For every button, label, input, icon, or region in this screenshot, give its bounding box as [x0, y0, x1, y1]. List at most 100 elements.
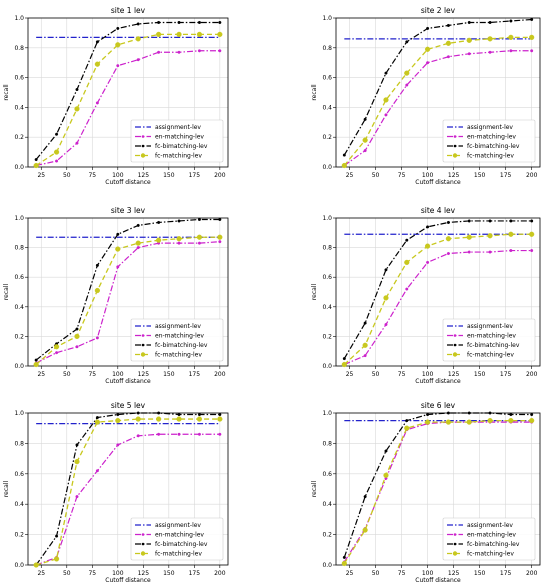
data-point-fc-matching-lev — [94, 61, 100, 67]
chart-panel-1: 25 50 75 100 125 150 175 200 0.0 0.2 0.4 0.6 0.8 1.0 s… — [3, 6, 229, 186]
x-tick-label: 125 — [448, 570, 460, 577]
legend-label: en-matching-lev — [467, 134, 516, 141]
y-tick-label: 0.6 — [14, 75, 24, 82]
x-tick-label: 50 — [372, 172, 380, 179]
series-fc-matching-lev — [33, 416, 223, 568]
data-point-en-matching-lev — [467, 250, 471, 254]
data-point-fc-bimatching-lev — [363, 495, 367, 499]
data-point-fc-matching-lev — [487, 36, 493, 42]
data-point-en-matching-lev — [95, 469, 99, 473]
x-tick-label: 75 — [398, 371, 406, 378]
data-point-fc-matching-lev — [424, 243, 431, 249]
legend-label: en-matching-lev — [467, 532, 516, 539]
data-point-fc-bimatching-lev — [342, 153, 346, 157]
data-point-fc-bimatching-lev — [342, 357, 346, 361]
legend-item-fc-matching-lev: fc-matching-lev — [447, 153, 514, 160]
data-point-en-matching-lev — [405, 83, 409, 87]
data-point-fc-bimatching-lev — [177, 20, 181, 24]
y-tick-label: 0.6 — [322, 75, 332, 82]
data-point-en-matching-lev — [95, 336, 99, 340]
x-tick-label: 150 — [163, 172, 175, 179]
legend-item-assignment-lev: assignment-lev — [135, 124, 201, 131]
data-point-en-matching-lev — [75, 495, 79, 499]
legend: assignment-lev en-matching-lev fc-bimatchi… — [130, 119, 224, 163]
series-line-fc-bimatching-lev — [35, 412, 220, 566]
y-axis-label: recall — [311, 481, 318, 498]
y-tick-label: 0.4 — [322, 104, 332, 111]
x-tick-label: 200 — [526, 172, 538, 179]
y-tick-label: 0.4 — [14, 104, 24, 111]
legend-marker — [141, 542, 145, 546]
panel-title: site 6 lev — [421, 401, 456, 410]
x-axis-label: Cutoff distance — [415, 577, 461, 584]
x-tick-label: 25 — [346, 172, 354, 179]
data-point-fc-bimatching-lev — [446, 220, 450, 224]
legend-label: assignment-lev — [467, 323, 513, 330]
legend-item-fc-matching-lev: fc-matching-lev — [135, 551, 202, 558]
series-line-en-matching-lev — [35, 433, 220, 566]
x-tick-label: 150 — [474, 570, 486, 577]
y-tick-label: 0.6 — [14, 274, 24, 281]
legend-label: fc-bimatching-lev — [467, 143, 520, 150]
legend-label: fc-matching-lev — [467, 352, 514, 359]
data-point-en-matching-lev — [363, 149, 367, 153]
legend-marker — [141, 144, 145, 148]
x-tick-label: 100 — [422, 371, 434, 378]
series-line-fc-matching-lev — [343, 419, 532, 564]
y-tick-label: 0.2 — [322, 134, 332, 141]
data-point-fc-bimatching-lev — [136, 223, 140, 227]
y-tick-label: 0.8 — [14, 245, 24, 252]
series-fc-bimatching-lev — [34, 20, 222, 162]
data-point-fc-bimatching-lev — [363, 321, 367, 325]
x-tick-label: 175 — [189, 371, 201, 378]
legend-label: assignment-lev — [467, 124, 513, 131]
x-tick-label: 175 — [189, 172, 201, 179]
x-axis-label: Cutoff distance — [415, 179, 461, 186]
data-point-fc-matching-lev — [508, 418, 514, 424]
legend-marker — [141, 533, 145, 536]
x-tick-label: 125 — [138, 172, 150, 179]
data-point-fc-matching-lev — [217, 416, 223, 422]
y-tick-label: 0.2 — [14, 134, 24, 141]
x-tick-label: 50 — [63, 570, 71, 577]
y-tick-label: 1.0 — [322, 410, 332, 417]
data-point-fc-matching-lev — [196, 234, 203, 240]
data-point-fc-matching-lev — [362, 137, 368, 143]
legend-box — [442, 318, 536, 362]
data-point-fc-bimatching-lev — [75, 327, 79, 331]
legend-item-assignment-lev: assignment-lev — [447, 522, 513, 529]
data-point-fc-bimatching-lev — [55, 534, 59, 538]
legend: assignment-lev en-matching-lev fc-bimatchi… — [442, 517, 536, 561]
series-line-en-matching-lev — [35, 241, 220, 364]
y-tick-label: 0.2 — [322, 333, 332, 340]
data-point-en-matching-lev — [75, 141, 79, 145]
legend-marker — [140, 352, 146, 357]
series-fc-bimatching-lev — [34, 217, 222, 362]
data-point-fc-matching-lev — [404, 425, 410, 431]
data-point-fc-matching-lev — [53, 149, 60, 155]
legend-item-fc-matching-lev: fc-matching-lev — [447, 551, 514, 558]
data-point-en-matching-lev — [530, 249, 534, 253]
x-axis-label: Cutoff distance — [105, 378, 151, 385]
data-point-en-matching-lev — [488, 50, 492, 54]
series-en-matching-lev — [342, 49, 534, 168]
data-point-fc-matching-lev — [424, 419, 431, 425]
x-tick-label: 25 — [37, 570, 45, 577]
series-line-fc-matching-lev — [35, 236, 220, 366]
series-fc-bimatching-lev — [342, 411, 534, 559]
series-line-fc-bimatching-lev — [35, 218, 220, 361]
legend-label: en-matching-lev — [155, 532, 204, 539]
series-line-fc-matching-lev — [35, 418, 220, 566]
legend-item-en-matching-lev: en-matching-lev — [135, 532, 204, 539]
x-tick-label: 200 — [214, 570, 226, 577]
data-point-fc-bimatching-lev — [34, 158, 38, 162]
data-point-fc-matching-lev — [135, 240, 141, 246]
data-point-fc-matching-lev — [466, 37, 472, 43]
legend-item-fc-matching-lev: fc-matching-lev — [447, 352, 514, 359]
legend-marker — [453, 135, 457, 138]
y-tick-label: 0.0 — [322, 363, 332, 370]
x-tick-label: 175 — [189, 570, 201, 577]
data-point-fc-bimatching-lev — [55, 132, 59, 136]
panel-title: site 1 lev — [111, 6, 146, 15]
data-point-fc-bimatching-lev — [157, 20, 161, 24]
